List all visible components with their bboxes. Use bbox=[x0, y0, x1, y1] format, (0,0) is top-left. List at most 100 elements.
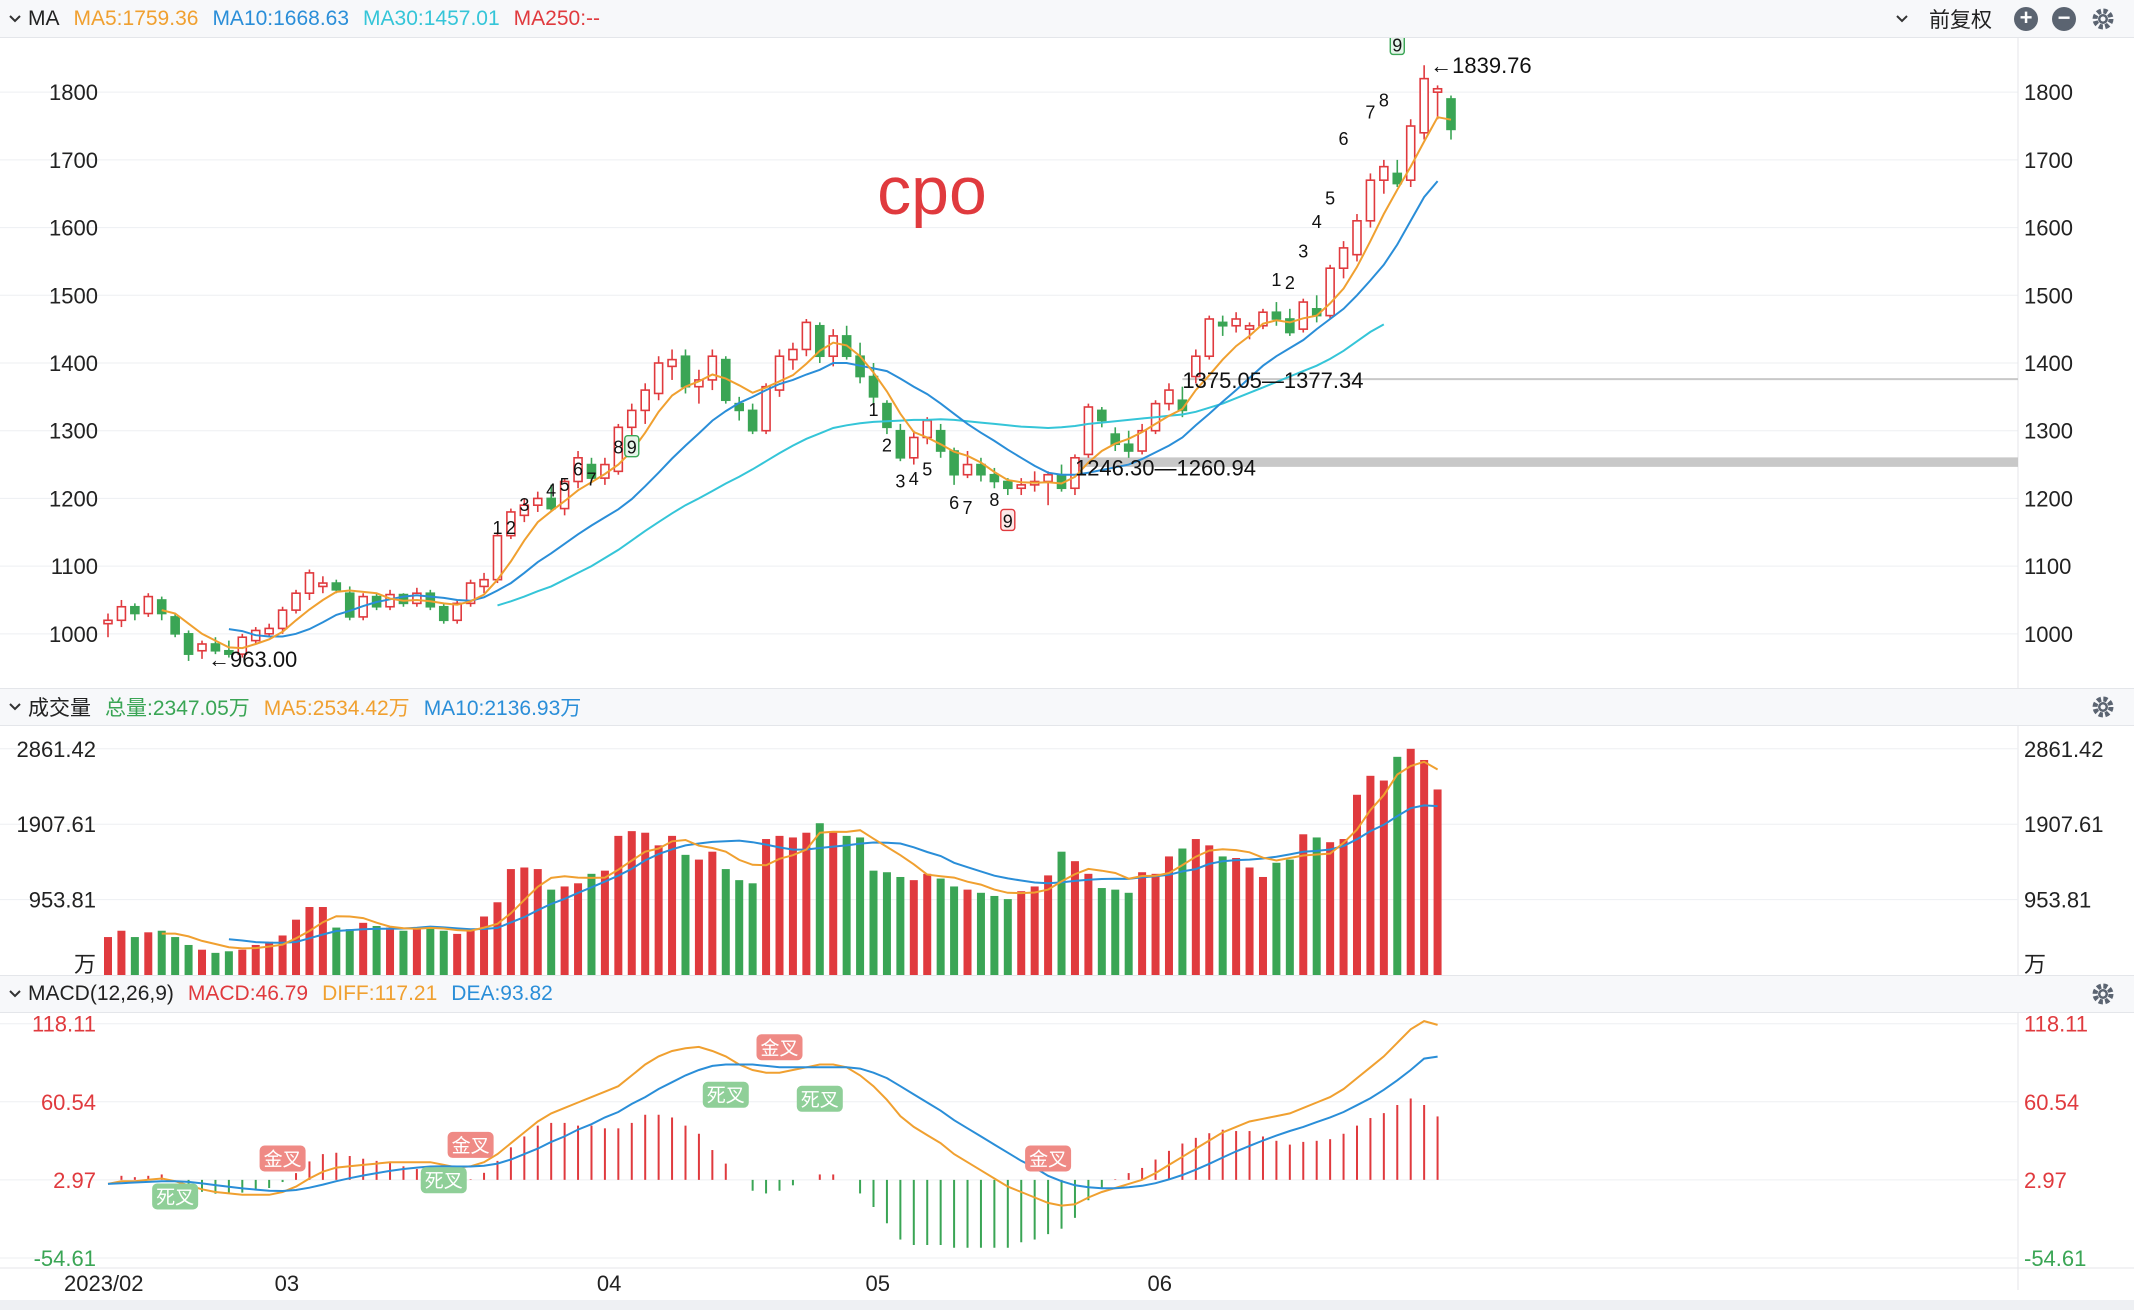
td-count-label: 4 bbox=[1312, 212, 1322, 232]
volume-bar bbox=[735, 880, 744, 975]
chevron-down-icon[interactable] bbox=[8, 700, 22, 714]
volume-bar bbox=[211, 952, 220, 975]
candle-up bbox=[492, 534, 503, 581]
candle-up bbox=[1365, 179, 1376, 222]
price-tick-left: 1200 bbox=[49, 486, 98, 511]
macd-tick-left: -54.61 bbox=[34, 1246, 96, 1271]
candle-down bbox=[1177, 399, 1188, 412]
td-count-label: 1 bbox=[1271, 270, 1281, 290]
volume-bar bbox=[909, 880, 918, 975]
price-tick-left: 1100 bbox=[51, 554, 98, 579]
candle-down bbox=[210, 643, 221, 652]
candle-up bbox=[277, 609, 288, 630]
td-count-label: 8 bbox=[989, 490, 999, 510]
volume-bar bbox=[117, 930, 126, 975]
candle-up bbox=[1258, 311, 1268, 327]
candle-up bbox=[465, 582, 476, 605]
volume-bar bbox=[399, 930, 408, 975]
candle-down bbox=[1217, 321, 1228, 327]
volume-bar bbox=[923, 873, 932, 975]
td-signal-box bbox=[1000, 508, 1016, 532]
volume-bar bbox=[802, 832, 811, 975]
candle-down bbox=[1003, 480, 1013, 490]
candle-up bbox=[264, 627, 274, 635]
volume-bar bbox=[184, 944, 193, 975]
td-count-label: 8 bbox=[1379, 90, 1389, 110]
settings-gear-icon[interactable] bbox=[2090, 694, 2116, 720]
candle-down bbox=[935, 429, 946, 452]
price-panel[interactable]: 1000 1000 1100 1100 1200 1200 1300 1300 1400 1400… bbox=[0, 32, 2073, 1290]
volume-bar bbox=[453, 933, 462, 975]
volume-bar bbox=[1339, 839, 1348, 975]
volume-ma5-line bbox=[161, 760, 1439, 950]
candle-down bbox=[344, 592, 355, 618]
candle-up bbox=[532, 497, 543, 506]
volume-bar bbox=[1070, 861, 1079, 975]
price-annotation: ←963.00 bbox=[208, 647, 297, 672]
volume-bar bbox=[1164, 856, 1173, 975]
volume-bar bbox=[198, 949, 207, 975]
volume-bar bbox=[762, 839, 771, 975]
candle-down bbox=[680, 355, 691, 388]
volume-bar bbox=[815, 823, 824, 975]
volume-bar bbox=[775, 835, 784, 975]
settings-gear-icon[interactable] bbox=[2090, 6, 2116, 32]
price-adjust-select[interactable]: 前复权 bbox=[1929, 8, 1992, 32]
indicator-name[interactable]: MA bbox=[28, 6, 60, 30]
price-tick-right: 1700 bbox=[2024, 148, 2073, 173]
death-cross-label: 死叉 bbox=[707, 1086, 745, 1107]
ma250-legend: MA250:-- bbox=[513, 6, 601, 30]
macd-tick-left: 2.97 bbox=[53, 1168, 96, 1193]
candle-up bbox=[1204, 318, 1215, 358]
candle-down bbox=[949, 450, 959, 476]
x-axis-date-label: 06 bbox=[1148, 1271, 1172, 1296]
td-count-label: 3 bbox=[1298, 241, 1308, 261]
candle-up bbox=[922, 419, 933, 439]
add-indicator-icon[interactable]: + bbox=[2014, 6, 2038, 31]
volume-bar bbox=[574, 883, 583, 975]
x-axis-date-label: 2023/02 bbox=[64, 1271, 144, 1296]
price-annotation: 1246.30—1260.94 bbox=[1075, 455, 1256, 480]
volume-bar bbox=[359, 922, 368, 975]
price-tick-right: 1600 bbox=[2024, 216, 2073, 241]
price-tick-right: 1200 bbox=[2024, 486, 2073, 511]
volume-bar bbox=[1097, 888, 1106, 975]
remove-indicator-icon[interactable]: − bbox=[2052, 6, 2076, 31]
death-cross-label: 死叉 bbox=[801, 1090, 839, 1111]
settings-gear-icon[interactable] bbox=[2090, 981, 2116, 1007]
price-tick-right: 1000 bbox=[2024, 622, 2073, 647]
td-count-label: 9 bbox=[627, 438, 637, 458]
candle-down bbox=[438, 605, 449, 622]
candle-up bbox=[1137, 429, 1147, 452]
candle-up bbox=[1298, 301, 1309, 330]
dea-line bbox=[107, 1055, 1438, 1193]
chevron-down-icon[interactable] bbox=[8, 12, 22, 26]
macd-panel[interactable]: 118.11 118.11 60.54 60.54 2.97 2.97 -54.61 -54.… bbox=[0, 1012, 2088, 1271]
volume-panel[interactable]: 2861.42 2861.42 1907.61 1907.61 953.81 953.81… bbox=[0, 737, 2104, 977]
td-count-label: 7 bbox=[586, 469, 596, 489]
volume-bar bbox=[265, 941, 274, 975]
ma30-line bbox=[497, 323, 1385, 607]
chevron-down-icon[interactable] bbox=[8, 987, 22, 1001]
candle-up bbox=[559, 480, 570, 510]
volume-bar bbox=[1178, 848, 1187, 975]
volume-ma10-legend: MA10:2136.93万 bbox=[423, 697, 582, 720]
candle-up bbox=[1338, 247, 1349, 270]
volume-bar bbox=[668, 835, 677, 975]
candle-up bbox=[1352, 220, 1362, 256]
volume-title[interactable]: 成交量 bbox=[28, 697, 91, 720]
macd-title[interactable]: MACD(12,26,9) bbox=[28, 982, 174, 1005]
chart-title: cpo bbox=[877, 153, 987, 229]
volume-bar bbox=[1379, 780, 1388, 975]
volume-bar bbox=[547, 889, 556, 975]
td-count-label: 8 bbox=[613, 438, 623, 458]
td-count-label: 7 bbox=[963, 498, 973, 518]
candle-up bbox=[479, 578, 489, 588]
volume-bar bbox=[466, 930, 475, 975]
adjust-dropdown-chevron-icon[interactable] bbox=[1895, 12, 1909, 26]
macd-tick-left: 118.11 bbox=[32, 1012, 96, 1037]
volume-bar bbox=[1057, 851, 1066, 975]
td-count-label: 6 bbox=[949, 493, 959, 513]
volume-bar bbox=[171, 937, 180, 975]
